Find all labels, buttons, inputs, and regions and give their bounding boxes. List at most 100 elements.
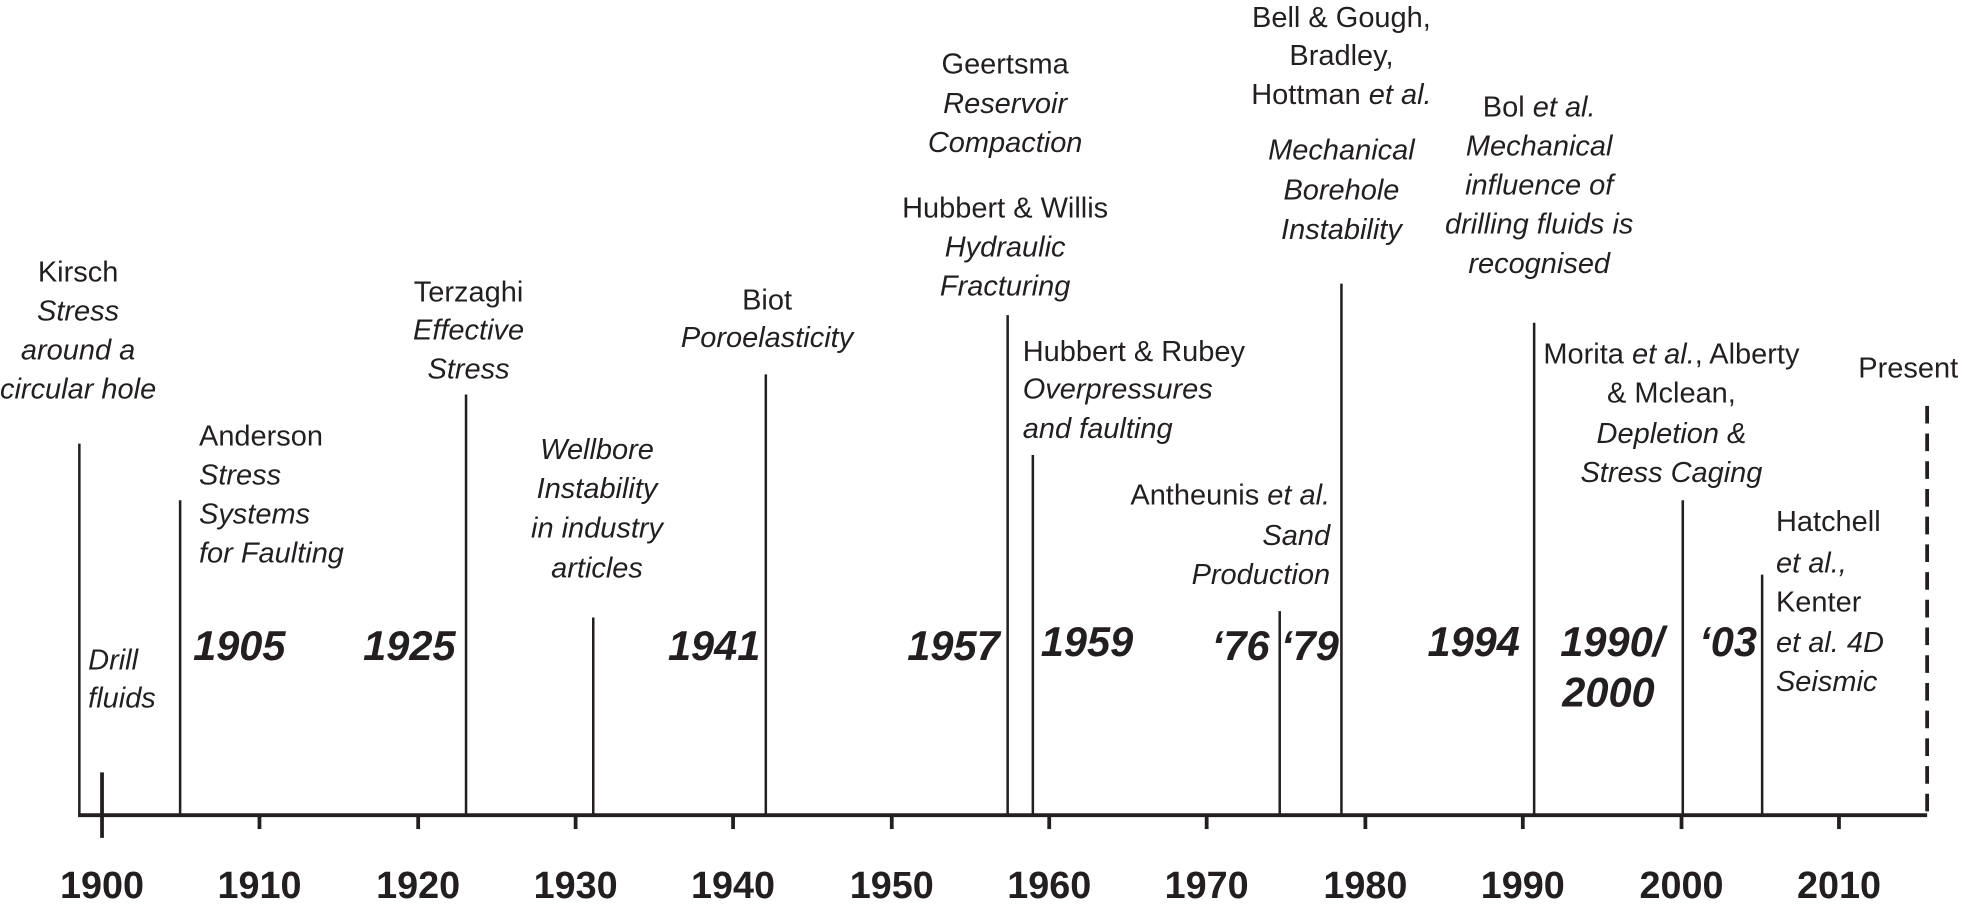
- event-text: Production: [1192, 559, 1331, 591]
- axis-label: 1950: [850, 865, 934, 907]
- event-text: Systems: [199, 498, 310, 530]
- italic-text: Wellbore: [540, 434, 654, 466]
- italic-text: Sand: [1262, 519, 1331, 551]
- year-label: 1994: [1427, 618, 1519, 665]
- italic-text: Borehole: [1283, 174, 1399, 206]
- italic-text: Poroelasticity: [681, 322, 855, 354]
- year-label: 1990/: [1560, 618, 1668, 665]
- text-run: & Mclean,: [1607, 377, 1736, 409]
- text-run: Kenter: [1776, 586, 1862, 618]
- event-text: Stress: [37, 295, 119, 327]
- text-run: Bell & Gough,: [1252, 2, 1431, 34]
- event-text: Biot: [742, 284, 792, 316]
- italic-text: Instability: [537, 473, 659, 505]
- italic-text: for Faulting: [199, 537, 344, 569]
- axis-label: 2010: [1797, 865, 1881, 907]
- italic-text: Effective: [413, 314, 524, 346]
- text-run: Terzaghi: [414, 276, 524, 308]
- year-label: 1959: [1041, 618, 1133, 665]
- event-text: Kirsch: [38, 256, 118, 288]
- axis-label: 1960: [1007, 865, 1091, 907]
- event-text: Bol et al.: [1483, 91, 1596, 123]
- text-run: Bol: [1483, 91, 1533, 123]
- italic-text: influence of: [1465, 169, 1616, 201]
- italic-text: et al.: [1267, 479, 1330, 511]
- axis-label: 1970: [1165, 865, 1249, 907]
- axis-label: 1900: [60, 865, 144, 907]
- event-text: Mechanical: [1268, 134, 1416, 166]
- italic-text: Reservoir: [943, 87, 1068, 119]
- event-text: Depletion &: [1597, 417, 1747, 449]
- event-text: Stress: [428, 353, 510, 385]
- event-text: Hubbert & Willis: [902, 192, 1108, 224]
- italic-text: Drill: [88, 644, 139, 676]
- axis-label: 1920: [376, 865, 460, 907]
- event-text: Hydraulic: [945, 231, 1066, 263]
- event-text: Anderson: [199, 420, 323, 452]
- text-run: Kirsch: [38, 256, 118, 288]
- year-label: 2000: [1561, 669, 1654, 716]
- event-text: Sand: [1262, 519, 1331, 551]
- event-text: recognised: [1468, 247, 1611, 279]
- event-text: Geertsma: [942, 48, 1070, 80]
- event-text: Reservoir: [943, 87, 1068, 119]
- event-text: Bell & Gough,: [1252, 2, 1431, 34]
- year-label: ‘03: [1699, 618, 1757, 665]
- event-text: Hottman et al.: [1251, 79, 1431, 111]
- event-text: Compaction: [928, 127, 1083, 159]
- italic-text: Compaction: [928, 127, 1083, 159]
- italic-text: and faulting: [1023, 412, 1173, 444]
- event-text: circular hole: [0, 373, 156, 405]
- event-text: Kenter: [1776, 586, 1862, 618]
- event-text: Morita et al., Alberty: [1543, 338, 1800, 370]
- event-text: Antheunis et al.: [1130, 479, 1330, 511]
- text-run: , Alberty: [1695, 338, 1800, 370]
- event-text: Poroelasticity: [681, 322, 855, 354]
- event-text: Stress: [199, 459, 281, 491]
- italic-text: articles: [551, 552, 643, 584]
- event-text: Seismic: [1776, 666, 1878, 698]
- event-text: and faulting: [1023, 412, 1173, 444]
- event-text: Instability: [537, 473, 659, 505]
- italic-text: Production: [1192, 559, 1331, 591]
- event-text: Instability: [1281, 213, 1403, 245]
- text-run: Hubbert & Rubey: [1023, 336, 1246, 368]
- italic-text: et al.: [1533, 91, 1596, 123]
- italic-text: drilling fluids is: [1445, 208, 1633, 240]
- axis-label: 1910: [217, 865, 301, 907]
- italic-text: circular hole: [0, 373, 156, 405]
- event-text: Effective: [413, 314, 524, 346]
- event-text: Wellbore: [540, 434, 654, 466]
- text-run: Biot: [742, 284, 792, 316]
- text-run: Geertsma: [942, 48, 1070, 80]
- axis-label: 2000: [1640, 865, 1724, 907]
- event-text: drilling fluids is: [1445, 208, 1633, 240]
- italic-text: Instability: [1281, 213, 1403, 245]
- italic-text: Stress: [428, 353, 510, 385]
- event-text: Hatchell: [1776, 506, 1881, 538]
- italic-text: Mechanical: [1268, 134, 1416, 166]
- year-label: ‘76: [1212, 622, 1271, 669]
- text-run: Antheunis: [1130, 479, 1267, 511]
- axis-label: 1980: [1323, 865, 1407, 907]
- italic-text: Mechanical: [1466, 130, 1614, 162]
- event-text: Hubbert & Rubey: [1023, 336, 1246, 368]
- event-text: & Mclean,: [1607, 377, 1736, 409]
- italic-text: Stress: [37, 295, 119, 327]
- italic-text: et al. 4D: [1776, 627, 1884, 659]
- italic-text: Depletion &: [1597, 417, 1747, 449]
- text-run: Hubbert & Willis: [902, 192, 1108, 224]
- event-text: Mechanical: [1466, 130, 1614, 162]
- italic-text: et al.: [1632, 338, 1695, 370]
- year-label: 1925: [363, 622, 456, 669]
- year-label: ‘79: [1281, 622, 1339, 669]
- italic-text: Stress Caging: [1580, 457, 1762, 489]
- event-text: Borehole: [1283, 174, 1399, 206]
- axis-label: 1930: [534, 865, 618, 907]
- event-text: influence of: [1465, 169, 1616, 201]
- text-run: Bradley,: [1289, 40, 1393, 72]
- event-text: Bradley,: [1289, 40, 1393, 72]
- event-text: Stress Caging: [1580, 457, 1762, 489]
- event-text: Fracturing: [940, 270, 1070, 302]
- italic-text: fluids: [88, 682, 156, 714]
